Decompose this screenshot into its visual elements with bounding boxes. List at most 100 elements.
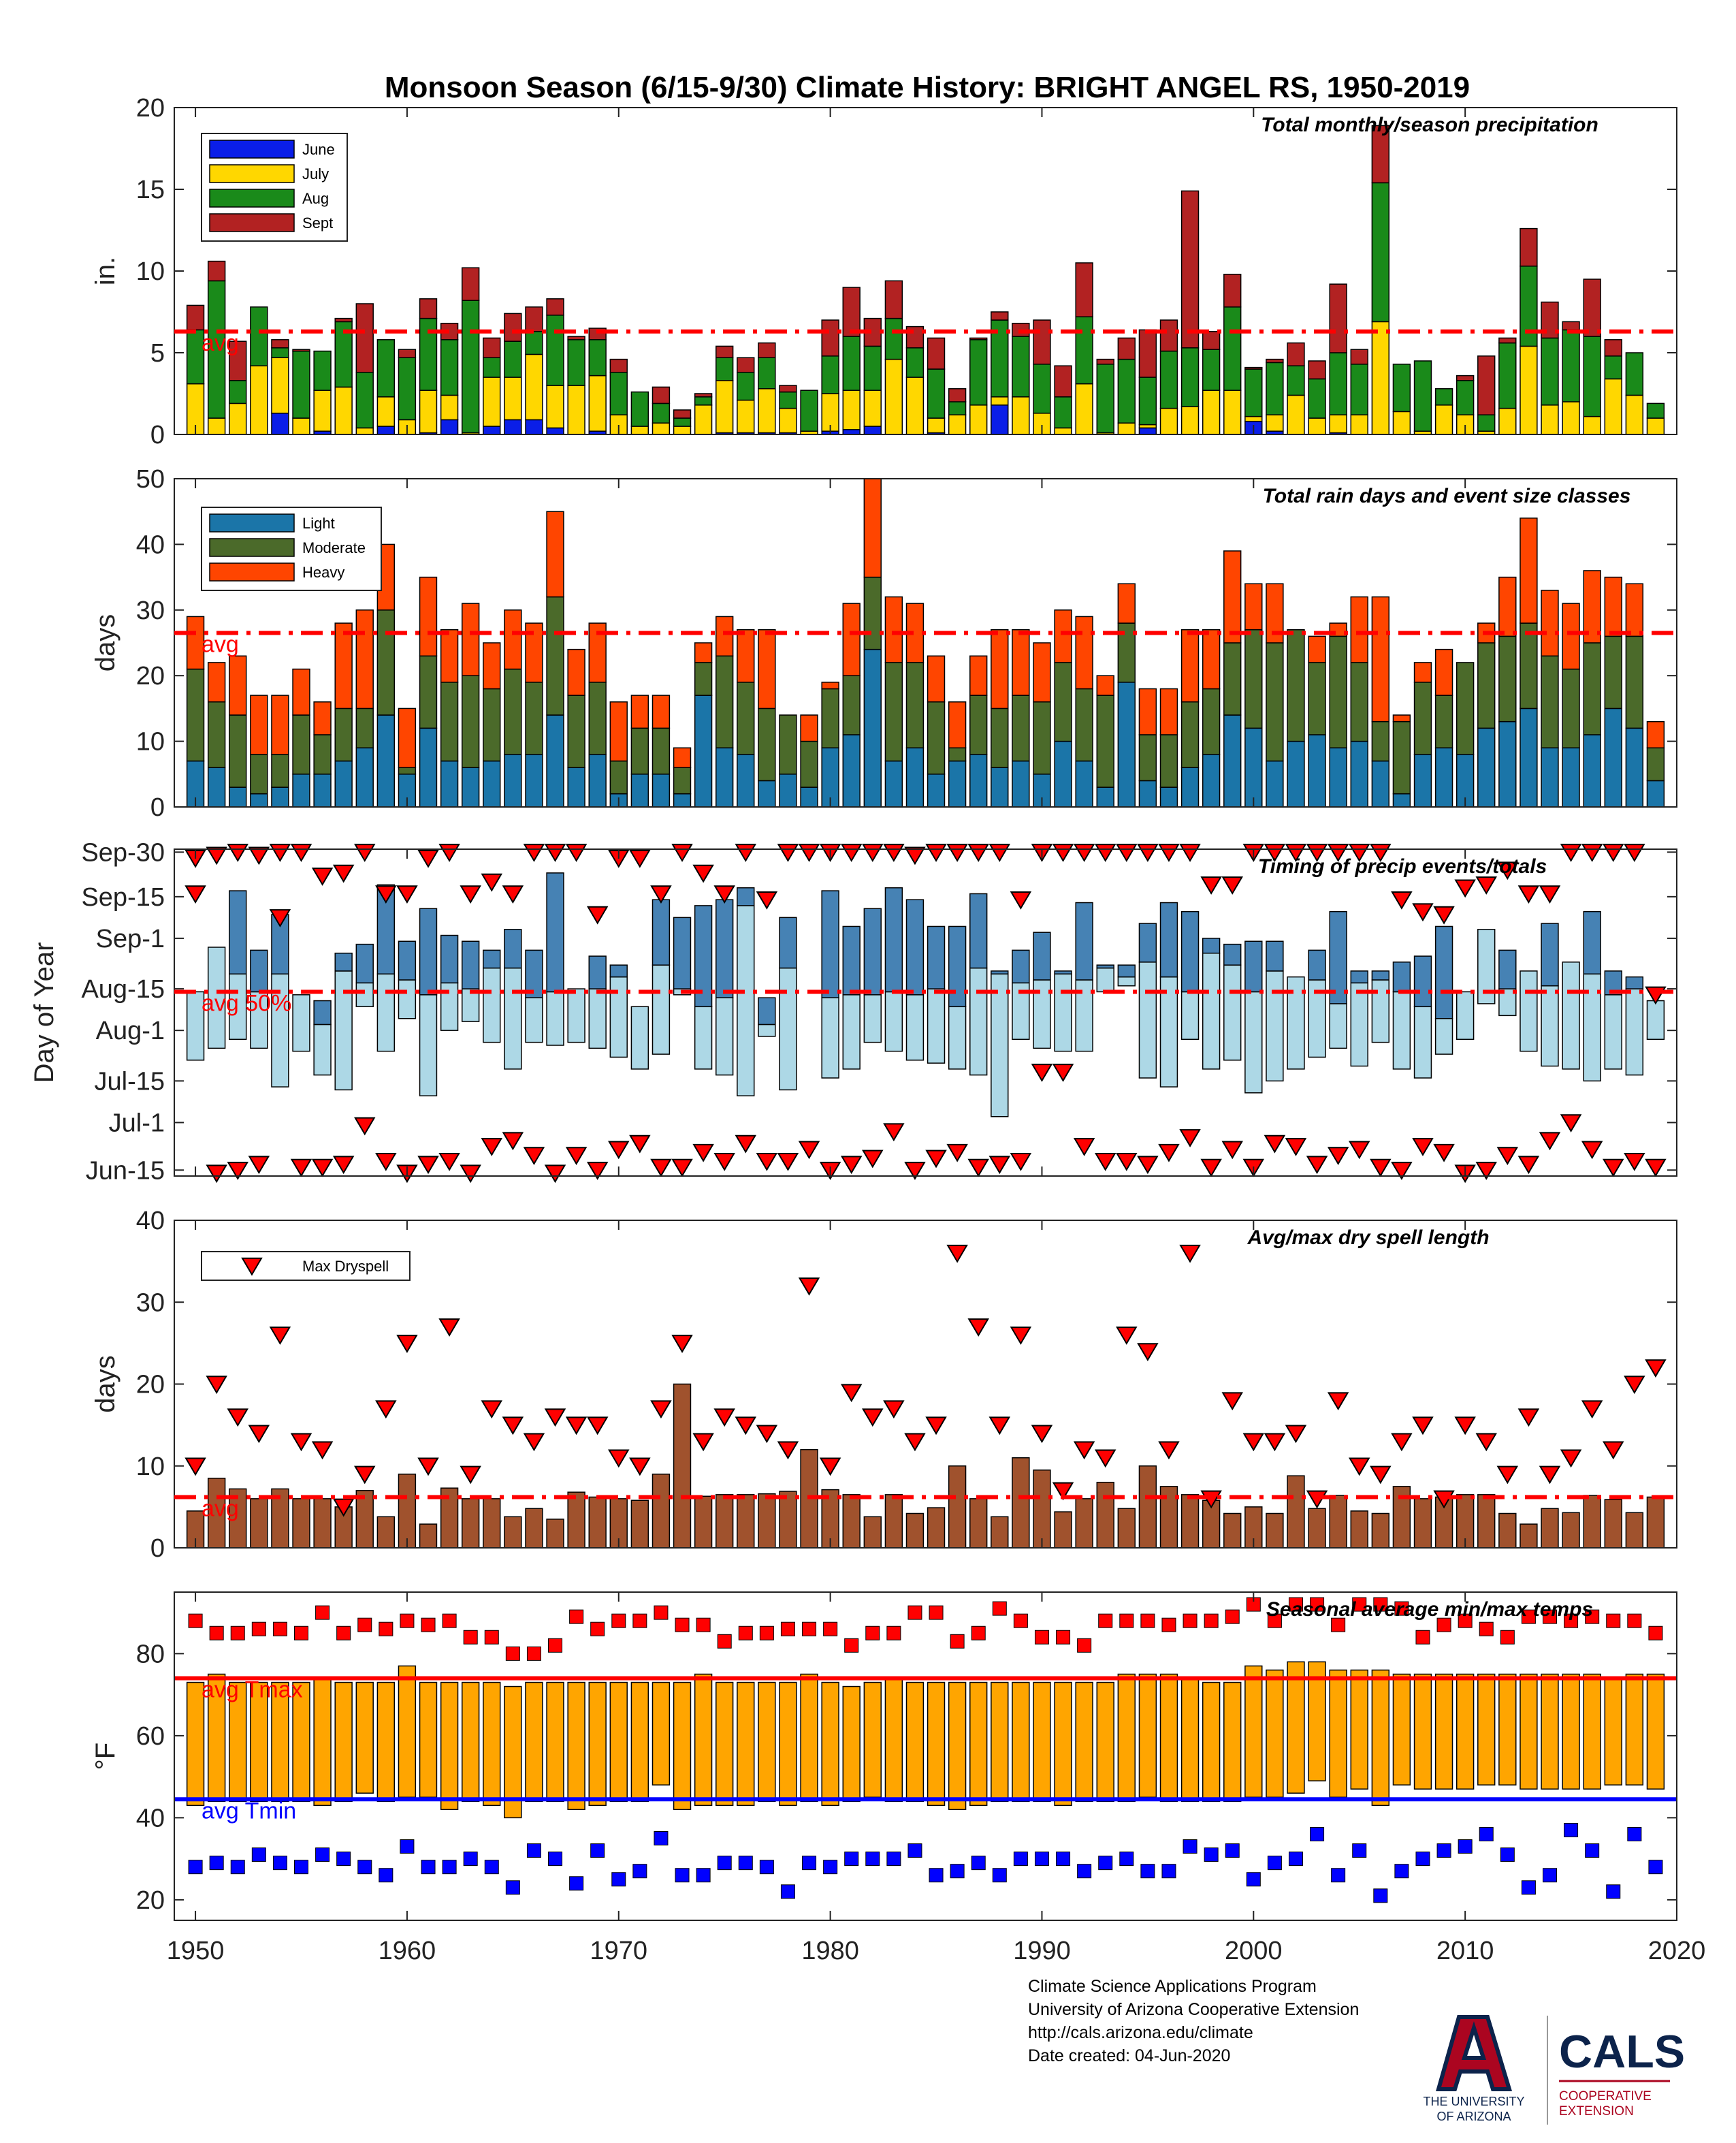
timing-bar-late	[884, 887, 903, 993]
triangle-marker	[502, 1132, 524, 1151]
square-marker	[548, 1638, 563, 1653]
triangle-marker	[650, 885, 672, 904]
triangle-marker	[883, 1123, 905, 1142]
rain-days-bar-segment	[1498, 720, 1517, 808]
square-marker	[1267, 1613, 1282, 1628]
y-tick-label: 20	[136, 1886, 165, 1915]
triangle-marker	[1158, 1143, 1180, 1162]
timing-bar-early	[694, 1006, 713, 1070]
precip-bar-segment	[271, 357, 289, 414]
timing-bar-early	[630, 1006, 649, 1070]
rain-days-bar-segment	[1054, 740, 1072, 808]
square-marker	[209, 1856, 224, 1871]
y-tick-label: 40	[136, 530, 165, 559]
dry-spell-bar	[1477, 1494, 1496, 1549]
temperature-range-bar	[483, 1681, 501, 1807]
triangle-marker	[1348, 1457, 1370, 1476]
temperature-range-bar	[1159, 1673, 1178, 1803]
rain-days-bar-segment	[355, 708, 374, 748]
precip-bar-segment	[1604, 378, 1622, 435]
timing-bar-early	[842, 994, 861, 1070]
triangle-marker	[1454, 1416, 1476, 1435]
rain-days-bar-segment	[1413, 754, 1432, 808]
rain-days-bar-segment	[1583, 642, 1601, 735]
triangle-marker	[798, 844, 820, 862]
square-marker	[717, 1856, 732, 1871]
triangle-marker	[1560, 844, 1582, 862]
timing-bar-early	[1223, 964, 1242, 1061]
dry-spell-bar	[737, 1494, 755, 1549]
square-marker	[1056, 1852, 1071, 1867]
timing-bar-late	[229, 890, 247, 975]
triangle-marker	[735, 1416, 757, 1435]
square-marker	[1183, 1839, 1197, 1854]
precip-bar-segment	[207, 260, 226, 282]
precip-bar-segment	[969, 404, 988, 435]
square-marker	[1225, 1609, 1240, 1624]
square-marker	[1500, 1630, 1515, 1645]
precip-bar-segment	[758, 388, 776, 434]
university-of-arizona-logo: THE UNIVERSITY OF ARIZONA	[1423, 2015, 1525, 2123]
timing-bar-early	[652, 964, 671, 1055]
rain-days-bar-segment	[1477, 642, 1496, 729]
triangle-marker	[840, 844, 863, 862]
rain-days-bar-segment	[1562, 668, 1580, 748]
rain-days-bar-segment	[800, 714, 818, 742]
square-marker	[1034, 1852, 1049, 1867]
precip-bar-segment	[1287, 342, 1305, 366]
triangle-marker	[1624, 844, 1645, 862]
precip-bar-segment	[948, 414, 967, 435]
rain-days-bar-segment	[1646, 780, 1665, 808]
triangle-marker	[629, 849, 651, 868]
triangle-marker	[650, 1158, 672, 1177]
rain-days-bar-segment	[1244, 629, 1263, 729]
triangle-marker	[1285, 1425, 1307, 1444]
triangle-marker	[1475, 876, 1497, 895]
precip-bar-segment	[1117, 337, 1136, 360]
timing-bar-late	[609, 964, 628, 978]
square-marker	[1225, 1843, 1240, 1858]
triangle-marker	[798, 1141, 820, 1160]
y-tick-label: 20	[136, 662, 165, 690]
y-tick-label: Jul-1	[109, 1109, 165, 1137]
square-marker	[675, 1617, 690, 1632]
square-marker	[379, 1621, 393, 1636]
square-marker	[1013, 1613, 1028, 1628]
triangle-marker	[396, 885, 418, 904]
triangle-marker	[1603, 1441, 1624, 1460]
rain-days-bar-segment	[504, 609, 522, 670]
square-marker	[886, 1852, 901, 1867]
triangle-marker	[671, 1335, 693, 1353]
y-tick-label: 5	[150, 339, 165, 368]
triangle-marker	[1327, 1147, 1349, 1166]
rain-days-bar-segment	[1625, 727, 1644, 808]
plot-frame	[174, 478, 1677, 808]
panel-title: Timing of precip events/totals	[1258, 855, 1547, 878]
rain-days-bar-segment	[186, 668, 205, 762]
timing-bar-early	[292, 994, 310, 1052]
rain-days-bar-segment	[588, 682, 607, 755]
precip-bar-segment	[969, 337, 988, 340]
triangle-marker	[269, 909, 291, 927]
triangle-marker	[925, 1149, 947, 1169]
precip-bar-segment	[440, 419, 459, 435]
rain-days-bar-segment	[1308, 734, 1326, 808]
precip-bar-segment	[292, 350, 310, 419]
precip-bar-segment	[842, 287, 861, 337]
square-marker	[1415, 1852, 1430, 1867]
precip-bar-segment	[271, 413, 289, 435]
rain-days-bar-segment	[1371, 596, 1390, 723]
precip-bar-segment	[567, 339, 585, 386]
timing-bar-late	[1223, 943, 1242, 966]
square-marker	[1436, 1843, 1451, 1858]
rain-days-bar-segment	[821, 682, 839, 690]
dry-spell-bar	[1625, 1512, 1644, 1549]
dry-spell-bar	[1308, 1508, 1326, 1549]
square-marker	[294, 1860, 309, 1875]
precip-bar-segment	[1434, 404, 1453, 435]
square-marker	[251, 1847, 266, 1862]
square-marker	[1140, 1613, 1155, 1628]
rain-days-bar-segment	[567, 648, 585, 696]
precip-bar-segment	[884, 280, 903, 319]
footer-line-1: Climate Science Applications Program	[1028, 1977, 1317, 1996]
